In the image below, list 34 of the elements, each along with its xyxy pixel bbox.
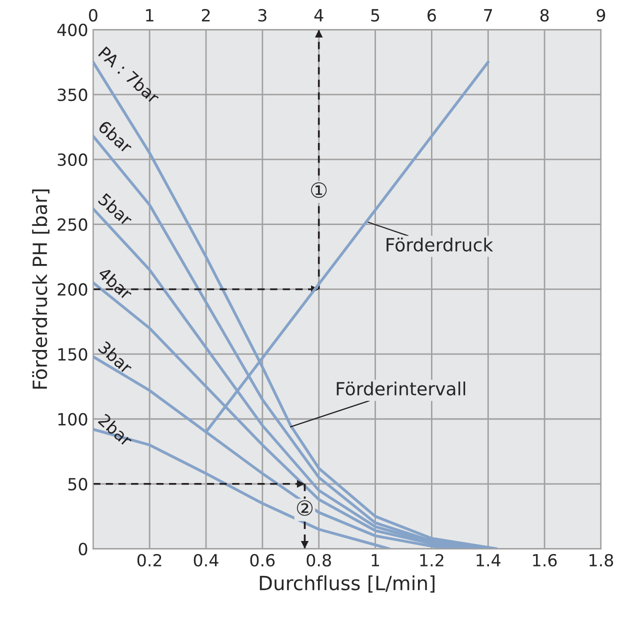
y-tick-label: 300 (58, 153, 88, 166)
y-tick-label: 250 (58, 218, 88, 231)
x-tick-label: 1.4 (476, 554, 500, 566)
y-tick-label: 0 (78, 542, 88, 556)
x2-tick-label: 4 (314, 9, 324, 22)
annotation: Förderintervall (336, 382, 466, 396)
y-tick-label: 400 (57, 24, 88, 36)
x2-tick-label: 8 (540, 8, 549, 22)
y-tick-label: 50 (68, 478, 88, 490)
annotation: ② (296, 500, 313, 516)
y-tick-label: 350 (58, 88, 88, 102)
y-axis-title: Förderdruck PH [bar] (32, 190, 50, 389)
x-tick-label: 1.8 (590, 554, 614, 567)
y-tick-label: 100 (58, 412, 88, 426)
y-tick-label: 200 (58, 283, 88, 296)
annotation: ① (311, 182, 327, 198)
x2-tick-label: 3 (258, 8, 266, 22)
x-tick-label: 0.4 (194, 554, 218, 567)
x-axis-title: Durchfluss [L/min] (260, 575, 434, 593)
x2-tick-label: 1 (146, 9, 154, 22)
x2-tick-label: 2 (202, 8, 210, 22)
x-tick-label: 0.2 (137, 554, 162, 567)
x-tick-label: 1 (372, 554, 380, 566)
x-tick-label: 1.6 (533, 554, 557, 567)
x-tick-label: 0.8 (306, 554, 331, 567)
x2-tick-label: 6 (428, 8, 436, 22)
x-tick-label: 0.6 (250, 554, 275, 567)
x2-tick-label: 7 (484, 9, 492, 22)
y-tick-label: 150 (58, 348, 88, 361)
x2-tick-label: 5 (371, 9, 380, 22)
x-tick-label: 1.2 (420, 554, 444, 566)
annotation: Förderdruck (386, 238, 494, 252)
x2-tick-label: 9 (596, 8, 606, 22)
x2-tick-label: 0 (88, 8, 98, 22)
